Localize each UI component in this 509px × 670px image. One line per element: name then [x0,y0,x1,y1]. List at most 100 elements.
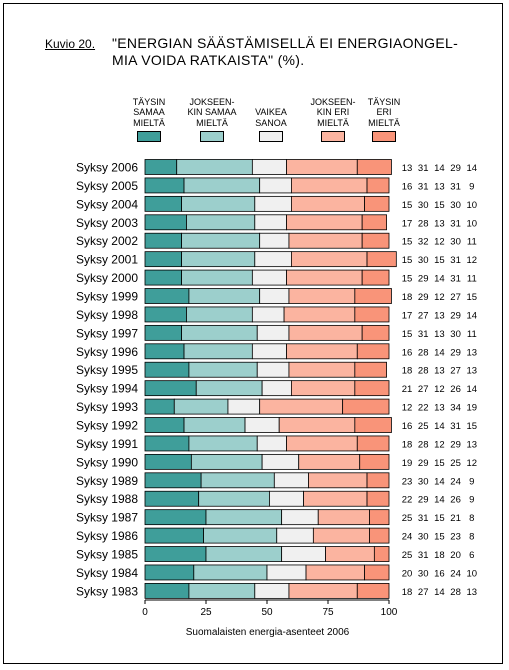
data-label: 15 [467,421,478,432]
data-label: 14 [434,347,445,358]
legend-item: JOKSEEN- KIN SAMAA MIELTÄ [172,0,252,150]
data-label: 29 [450,310,461,321]
figure-frame [3,3,503,664]
bar-segment [188,288,261,304]
bar-segment [261,453,300,470]
data-label: 9 [469,495,474,506]
category-label: Syksy 1997 [76,326,138,340]
data-label: 26 [450,495,461,506]
bar-segment [288,288,356,304]
bar-segment [188,435,258,452]
data-label: 12 [434,292,445,303]
data-label: 17 [402,218,413,229]
bar-segment [356,159,392,175]
bar-segment [144,177,185,194]
legend-item: TÄYSIN SAMAA MIELTÄ [109,0,189,150]
bar-segment [176,159,253,175]
data-label: 14 [467,384,478,395]
data-label: 31 [450,255,461,266]
bar-segment [298,453,361,470]
bar-segment [144,509,207,526]
category-label: Syksy 2005 [76,179,138,193]
data-label: 20 [450,550,461,561]
bar-segment [276,527,314,544]
bar-segment [144,546,207,562]
data-label: 13 [434,181,445,192]
bar-segment [290,177,368,194]
data-label: 30 [450,329,461,340]
bar-segment [354,380,390,397]
data-label: 15 [467,292,478,303]
data-label: 21 [402,384,413,395]
bar-segment [259,177,292,194]
data-label: 29 [418,458,429,469]
x-tick-label: 100 [381,607,398,618]
category-label: Syksy 1984 [76,566,138,580]
bar-segment [256,324,290,341]
data-label: 15 [434,200,445,211]
data-label: 10 [467,568,478,579]
category-label: Syksy 1990 [76,455,138,469]
data-label: 30 [418,476,429,487]
data-label: 30 [450,200,461,211]
data-label: 16 [402,347,413,358]
bar-segment [144,417,185,433]
data-label: 9 [469,476,474,487]
data-label: 19 [402,458,413,469]
data-label: 21 [450,513,461,524]
bar-segment [254,251,292,268]
bar-segment [186,214,256,231]
bar-segment [251,269,287,286]
bar-segment [251,343,287,360]
data-label: 31 [450,274,461,285]
data-label: 8 [469,532,474,543]
bar-segment [290,251,368,268]
bar-segment [354,417,392,433]
data-label: 24 [402,532,413,543]
bar-segment [356,582,390,599]
bar-segment [181,251,256,268]
data-label: 14 [434,274,445,285]
data-label: 10 [467,218,478,229]
data-label: 12 [434,237,445,248]
legend-label: JOKSEEN- KIN SAMAA MIELTÄ [187,96,237,128]
category-label: Syksy 1991 [76,437,138,451]
bar-segment [364,195,390,212]
data-label: 13 [467,366,478,377]
bar-segment [144,582,190,599]
bar-segment [144,453,192,470]
data-label: 29 [450,163,461,174]
bar-segment [205,509,283,526]
data-label: 31 [418,550,429,561]
bar-segment [286,159,358,175]
data-label: 18 [402,366,413,377]
bar-segment [190,453,263,470]
bar-segment [144,490,200,507]
bar-segment [364,564,390,581]
data-label: 13 [467,347,478,358]
bar-segment [288,324,363,341]
legend-label: TÄYSIN ERI MIELTÄ [367,96,401,128]
data-label: 27 [450,292,461,303]
category-label: Syksy 1999 [76,290,138,304]
legend: TÄYSIN SAMAA MIELTÄ JOKSEEN- KIN SAMAA MI… [0,0,509,150]
data-label: 10 [467,200,478,211]
data-label: 25 [402,513,413,524]
category-label: Syksy 1992 [76,419,138,433]
data-label: 12 [402,403,413,414]
legend-swatch [259,131,283,142]
bar-segment [308,472,368,489]
data-label: 22 [402,495,413,506]
bar-segment [173,398,229,415]
bar-segment [286,269,363,286]
data-label: 32 [418,237,429,248]
bar-segment [288,582,358,599]
bar-segment [325,546,375,562]
bar-segment [317,509,370,526]
category-label: Syksy 1993 [76,400,138,414]
bar-segment [144,214,187,231]
data-label: 14 [434,421,445,432]
data-label: 31 [450,218,461,229]
bar-segment [373,546,390,562]
data-label: 24 [450,476,461,487]
